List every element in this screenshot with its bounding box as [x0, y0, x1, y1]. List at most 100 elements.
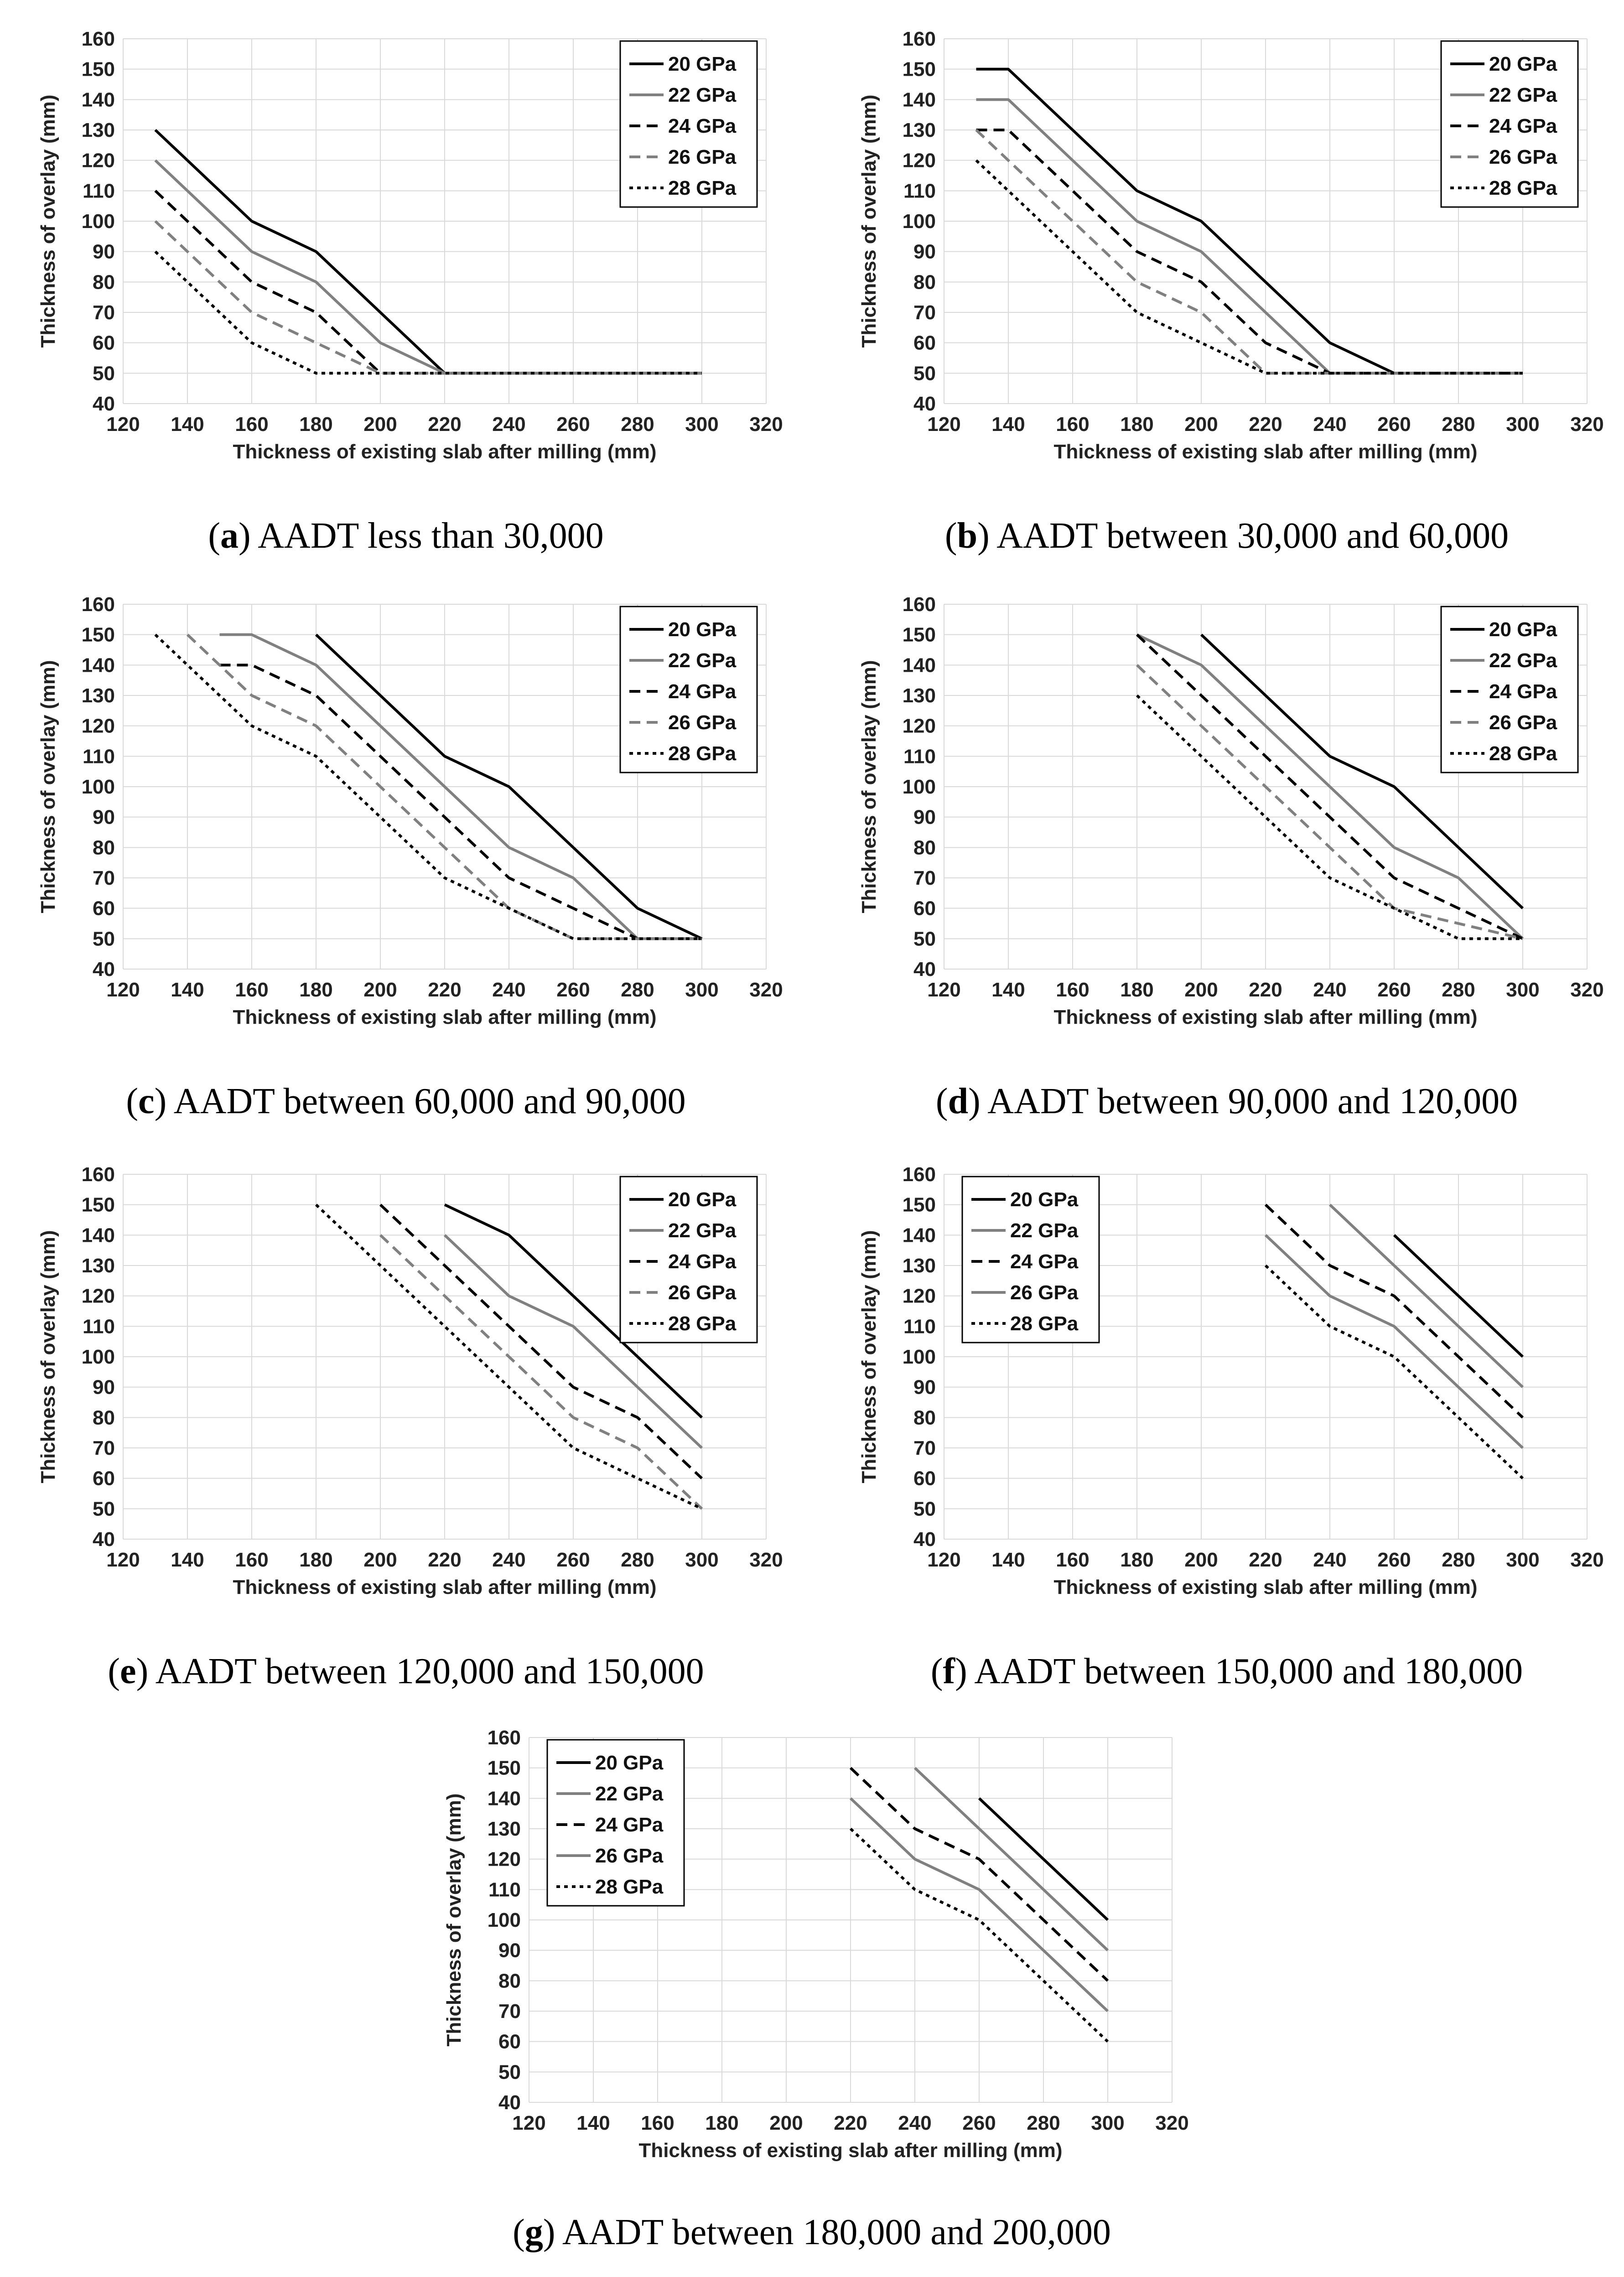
y-tick-label: 40: [93, 958, 115, 980]
x-tick-label: 160: [235, 979, 268, 1001]
y-tick-label: 80: [498, 1970, 521, 1992]
y-tick-label: 40: [913, 1528, 936, 1551]
y-tick-label: 120: [488, 1848, 521, 1871]
legend-label: 22 GPa: [1010, 1219, 1079, 1242]
legend-g: 20 GPa 22 GPa 24 GPa 26 GPa 28 GPa: [546, 1739, 685, 1907]
series-line-28-gpa: [1136, 694, 1523, 940]
x-tick-label: 240: [492, 1549, 525, 1571]
y-tick-label: 60: [913, 1468, 936, 1490]
x-tick-label: 220: [1249, 413, 1282, 436]
y-tick-label: 150: [903, 58, 936, 81]
y-axis-label: Thickness of overlay (mm): [858, 94, 880, 348]
x-tick-label: 280: [1027, 2112, 1060, 2134]
y-axis-label: Thickness of overlay (mm): [858, 1230, 880, 1483]
y-tick-label: 120: [82, 715, 115, 737]
x-tick-label: 140: [991, 979, 1025, 1001]
series-line-28-gpa: [975, 159, 1523, 375]
x-tick-label: 260: [1377, 979, 1411, 1001]
x-tick-label: 220: [428, 1549, 461, 1571]
x-tick-label: 320: [749, 413, 783, 436]
y-tick-label: 160: [82, 1163, 115, 1186]
series-line-22-gpa: [443, 1234, 703, 1449]
chart-svg-b: 40 50 60 70 80 90 100 110 120 130 140 150 160 120 140 1…: [858, 28, 1604, 463]
y-tick-label: 90: [913, 241, 936, 263]
y-tick-label: 90: [913, 806, 936, 829]
y-tick-label: 100: [488, 1909, 521, 1931]
x-tick-label: 260: [556, 413, 590, 436]
y-tick-label: 70: [498, 2000, 521, 2023]
chart-svg-e: 40 50 60 70 80 90 100 110 120 130 140 150 160 120 140 1…: [37, 1163, 783, 1598]
legend-label: 20 GPa: [595, 1752, 664, 1774]
legend-label: 22 GPa: [1489, 649, 1557, 672]
x-tick-label: 120: [106, 1549, 140, 1571]
x-tick-label: 280: [621, 979, 654, 1001]
y-tick-label: 80: [93, 836, 115, 859]
x-tick-label: 160: [1056, 979, 1089, 1001]
x-tick-label: 240: [898, 2112, 931, 2134]
legend-label: 28 GPa: [1489, 177, 1557, 199]
chart-panel-e: 40 50 60 70 80 90 100 110 120 130 140 150 160 120 140 1…: [14, 1161, 798, 1639]
y-tick-label: 130: [488, 1818, 521, 1840]
x-tick-label: 320: [1155, 2112, 1188, 2134]
x-tick-label: 280: [621, 1549, 654, 1571]
caption-letter-d: d: [948, 1081, 969, 1121]
legend-c: 20 GPa 22 GPa 24 GPa 26 GPa 28 GPa: [619, 606, 758, 773]
series-line-26-gpa: [849, 1797, 1109, 2012]
caption-letter-a: a: [220, 516, 239, 556]
series-line-22-gpa: [1136, 633, 1524, 940]
legend-label: 26 GPa: [668, 1281, 737, 1304]
y-tick-label: 100: [903, 210, 936, 233]
caption-text-c: AADT between 60,000 and 90,000: [173, 1081, 686, 1121]
chart-svg-a: 40 50 60 70 80 90 100 110 120 130 140 150 160 120 140 1…: [37, 28, 783, 463]
legend-label: 24 GPa: [1489, 115, 1557, 137]
x-tick-label: 260: [1377, 413, 1411, 436]
x-tick-label: 120: [106, 413, 140, 436]
y-tick-label: 160: [903, 593, 936, 616]
y-tick-label: 80: [93, 1406, 115, 1429]
caption-text-b: AADT between 30,000 and 60,000: [996, 516, 1509, 556]
series-line-28-gpa: [1264, 1264, 1524, 1479]
legend-label: 20 GPa: [1489, 53, 1557, 75]
x-tick-label: 180: [1120, 979, 1153, 1001]
x-tick-label: 300: [1506, 979, 1539, 1001]
x-axis-label: Thickness of existing slab after milling…: [1053, 1576, 1477, 1598]
legend-b: 20 GPa 22 GPa 24 GPa 26 GPa 28 GPa: [1440, 40, 1579, 208]
caption-letter-b: b: [957, 516, 978, 556]
y-tick-label: 100: [903, 776, 936, 798]
series-line-26-gpa: [186, 633, 702, 940]
x-tick-label: 300: [1506, 413, 1539, 436]
y-tick-label: 90: [498, 1940, 521, 1962]
x-tick-label: 200: [363, 1549, 397, 1571]
x-tick-label: 160: [235, 1549, 268, 1571]
y-tick-label: 60: [913, 332, 936, 354]
x-axis-label: Thickness of existing slab after milling…: [1053, 1006, 1477, 1028]
x-tick-label: 280: [1442, 979, 1475, 1001]
x-tick-label: 180: [705, 2112, 738, 2134]
x-axis-label: Thickness of existing slab after milling…: [638, 2139, 1062, 2162]
y-tick-label: 60: [913, 897, 936, 920]
y-tick-label: 100: [903, 1346, 936, 1368]
chart-panel-f: 40 50 60 70 80 90 100 110 120 130 140 150 160 120 140 1…: [835, 1161, 1619, 1639]
x-tick-label: 180: [1120, 1549, 1153, 1571]
y-tick-label: 160: [82, 593, 115, 616]
caption-text-d: AADT between 90,000 and 120,000: [987, 1081, 1518, 1121]
legend-label: 22 GPa: [668, 1219, 737, 1242]
x-tick-label: 120: [927, 1549, 960, 1571]
y-tick-label: 120: [82, 150, 115, 172]
legend-label: 26 GPa: [668, 711, 737, 734]
y-tick-label: 90: [93, 806, 115, 829]
x-tick-label: 140: [576, 2112, 610, 2134]
caption-e: (e) AADT between 120,000 and 150,000: [108, 1651, 704, 1691]
legend-a: 20 GPa 22 GPa 24 GPa 26 GPa 28 GPa: [619, 40, 758, 208]
y-tick-label: 150: [903, 624, 936, 646]
y-tick-label: 120: [903, 715, 936, 737]
y-tick-label: 150: [903, 1194, 936, 1216]
x-tick-label: 160: [1056, 1549, 1089, 1571]
x-tick-label: 220: [834, 2112, 867, 2134]
y-tick-label: 50: [93, 1498, 115, 1520]
x-tick-label: 320: [1570, 979, 1603, 1001]
y-tick-label: 160: [82, 28, 115, 50]
y-tick-label: 50: [913, 928, 936, 950]
legend-label: 28 GPa: [668, 742, 737, 765]
x-tick-label: 160: [641, 2112, 674, 2134]
